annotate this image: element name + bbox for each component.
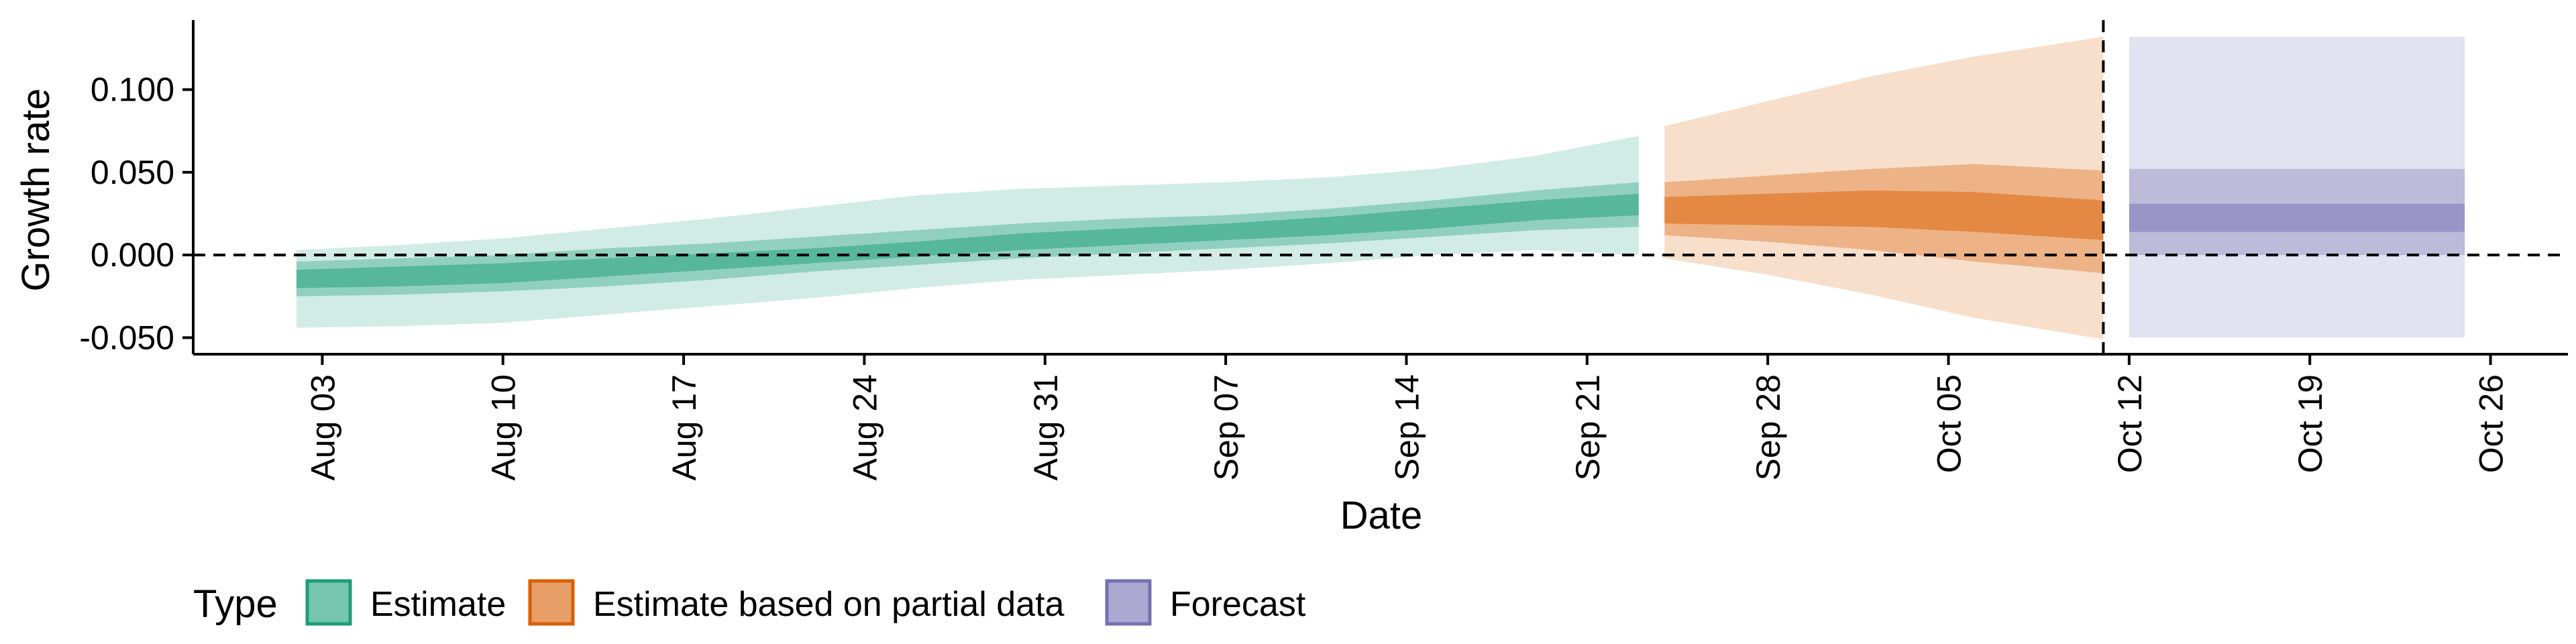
x-tick-label: Oct 19: [2292, 374, 2329, 473]
x-tick-label: Aug 17: [665, 374, 703, 480]
x-tick-label: Sep 07: [1208, 374, 1245, 480]
legend-label: Estimate: [370, 585, 506, 624]
estimate-based-on-partial-data-band-20: [1664, 190, 2104, 240]
y-tick-label: 0.050: [91, 154, 174, 191]
estimate-based-on-partial-data-band-90: [1664, 36, 2104, 339]
x-tick-label: Sep 21: [1569, 374, 1607, 480]
legend-label: Estimate based on partial data: [593, 585, 1065, 624]
forecast-band-90: [2129, 36, 2465, 338]
legend-key: [1105, 579, 1152, 626]
x-tick-label: Oct 26: [2473, 374, 2510, 473]
x-ticks: Aug 03 Aug 10 Aug 17 Aug 24 Aug 31 Sep 07 Sep …: [304, 354, 2510, 480]
x-tick-label: Aug 24: [846, 374, 883, 480]
x-tick-label: Aug 31: [1027, 374, 1065, 480]
y-tick-label: 0.000: [91, 236, 174, 274]
legend-key: [528, 579, 575, 626]
legend-label: Forecast: [1170, 585, 1306, 624]
x-tick-label: Oct 05: [1931, 374, 1968, 473]
legend-title: Type: [193, 582, 278, 626]
estimate-band-90: [296, 136, 1639, 328]
x-tick-label: Sep 28: [1750, 374, 1787, 480]
x-tick-label: Sep 14: [1389, 374, 1426, 480]
axes: [192, 20, 2568, 356]
y-ticks: -0.050 0.000 0.050 0.100: [79, 71, 193, 356]
legend-key: [305, 579, 352, 626]
estimate-band-20: [296, 193, 1639, 288]
y-tick-label: -0.050: [79, 319, 174, 356]
y-tick-label: 0.100: [91, 71, 174, 109]
x-tick-label: Oct 12: [2111, 374, 2149, 473]
legend: Type Estimate Estimate based on partial d…: [193, 579, 1306, 626]
x-tick-label: Aug 10: [485, 374, 523, 480]
x-axis-title: Date: [1340, 494, 1423, 537]
y-axis-title: Growth rate: [14, 89, 58, 292]
forecast-band-20: [2129, 203, 2465, 232]
reference-lines: [193, 20, 2568, 354]
plot-bands: [296, 36, 2465, 339]
x-tick-label: Aug 03: [304, 374, 341, 480]
